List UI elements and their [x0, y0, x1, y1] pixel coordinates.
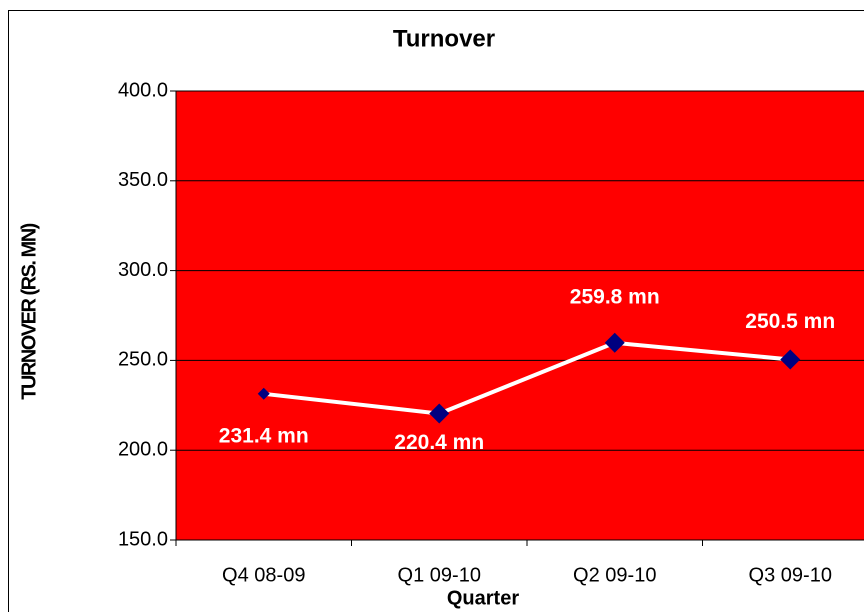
- data-label: 250.5 mn: [745, 310, 835, 333]
- x-tick-label: Q4 08-09: [222, 564, 305, 586]
- marker: [780, 349, 801, 370]
- y-tick-label: 200.0: [118, 438, 168, 460]
- y-axis-title: TURNOVER (RS. MN): [18, 223, 40, 399]
- y-tick-label: 300.0: [118, 259, 168, 281]
- series-line: [263, 340, 791, 416]
- y-tick-label: 250.0: [118, 349, 168, 371]
- marker: [429, 403, 450, 424]
- y-tick-label: 150.0: [118, 528, 168, 550]
- x-axis-title: Quarter: [447, 587, 519, 609]
- y-tick-label: 350.0: [118, 169, 168, 191]
- marker: [604, 332, 625, 353]
- x-tick-label: Q2 09-10: [573, 564, 656, 586]
- data-label: 259.8 mn: [570, 285, 660, 308]
- plot-area: [176, 91, 864, 540]
- data-label: 220.4 mn: [394, 431, 484, 454]
- x-tick-label: Q1 09-10: [398, 564, 481, 586]
- x-tick-label: Q3 09-10: [749, 564, 832, 586]
- y-tick-label: 400.0: [118, 79, 168, 101]
- marker: [257, 387, 270, 400]
- chart-title: Turnover: [393, 25, 495, 52]
- data-label: 231.4 mn: [219, 424, 309, 447]
